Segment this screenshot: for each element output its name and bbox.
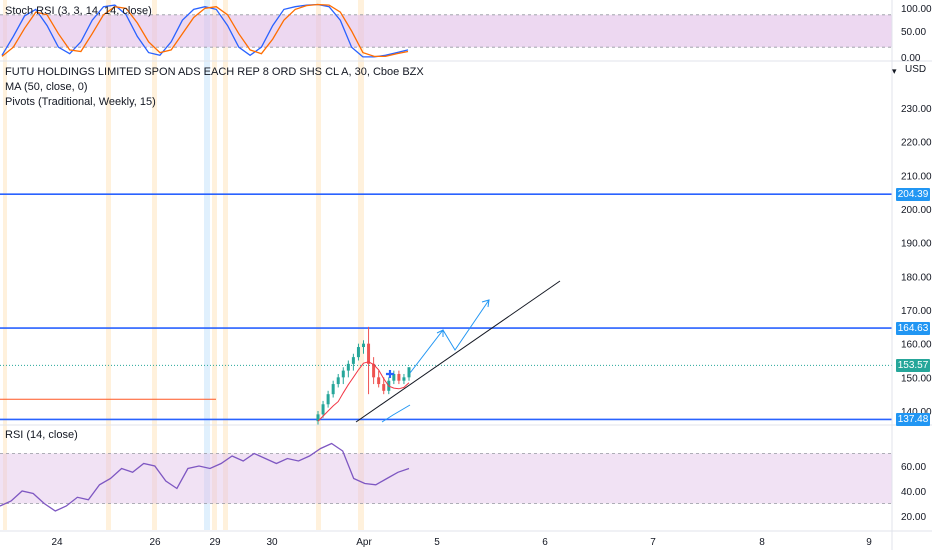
stoch-axis-tick: 50.00 — [901, 27, 926, 38]
rsi-legend[interactable]: RSI (14, close) — [5, 429, 78, 441]
rsi-axis-tick: 20.00 — [901, 512, 926, 523]
candle-body — [341, 370, 345, 378]
candle-body — [402, 377, 406, 381]
price-axis-tick: 230.00 — [901, 104, 932, 115]
price-axis-tick: 210.00 — [901, 171, 932, 182]
currency-label[interactable]: USD — [905, 64, 927, 75]
session-column — [106, 0, 111, 530]
candle-body — [362, 343, 365, 348]
time-axis-tick: 26 — [149, 537, 161, 548]
price-label-badge: 153.57 — [896, 358, 930, 372]
time-axis-tick: Apr — [356, 537, 372, 548]
session-column — [358, 0, 364, 530]
symbol-legend[interactable]: FUTU HOLDINGS LIMITED SPON ADS EACH REP … — [5, 66, 424, 78]
stoch-series-k-line — [1, 3, 409, 58]
time-axis-tick: 6 — [542, 537, 548, 548]
price-pane — [0, 193, 892, 425]
time-axis-tick: 5 — [434, 537, 440, 548]
price-axis-tick: 220.00 — [901, 138, 932, 149]
drawings[interactable]: ✚ — [355, 280, 561, 423]
stoch-legend[interactable]: Stoch RSI (3, 3, 14, 14, close) — [5, 5, 152, 17]
candle-body — [316, 414, 320, 422]
session-column — [223, 0, 228, 530]
price-label-badge: 204.39 — [896, 187, 930, 201]
crosshair-icon: ✚ — [385, 369, 394, 381]
candle-body — [392, 373, 396, 381]
moving-average-line — [317, 361, 410, 422]
candle-body — [321, 404, 325, 415]
rsi-line — [0, 442, 410, 512]
session-highlights — [3, 0, 364, 530]
candle-body — [382, 384, 386, 391]
projection-path — [409, 299, 490, 374]
candle-body — [367, 343, 371, 364]
price-axis-tick: 160.00 — [901, 340, 932, 351]
time-axis-tick: 30 — [266, 537, 278, 548]
session-column — [204, 0, 210, 530]
price-axis-tick: 140.00 — [901, 407, 932, 418]
rsi-axis-tick: 40.00 — [901, 487, 926, 498]
session-column — [316, 0, 321, 530]
candle-body — [326, 394, 330, 405]
price-label-badge: 137.48 — [896, 412, 930, 426]
price-axis-tick: 190.00 — [901, 239, 932, 250]
rsi-band — [0, 453, 892, 504]
price-axis-tick: 200.00 — [901, 205, 932, 216]
candle-body — [407, 367, 411, 378]
price-label-badge: 164.63 — [896, 321, 930, 335]
candle-body — [377, 377, 381, 385]
price-axis-tick: 180.00 — [901, 272, 932, 283]
ma-legend[interactable]: MA (50, close, 0) — [5, 81, 88, 93]
pivots-legend[interactable]: Pivots (Traditional, Weekly, 15) — [5, 96, 156, 108]
session-column — [3, 0, 7, 530]
trend-line — [355, 280, 561, 423]
price-axis-tick: 150.00 — [901, 373, 932, 384]
projection-arrowhead — [436, 329, 444, 337]
candle-body — [356, 347, 360, 358]
currency-menu-icon[interactable]: ▾ — [892, 66, 897, 76]
time-axis-tick: 9 — [866, 537, 872, 548]
session-column — [212, 0, 217, 530]
price-axis-tick: 170.00 — [901, 306, 932, 317]
stoch-axis-tick: 100.00 — [901, 4, 932, 15]
candle-body — [372, 363, 376, 378]
time-axis-tick: 29 — [209, 537, 221, 548]
session-column — [152, 0, 157, 530]
time-axis-tick: 7 — [650, 537, 656, 548]
candle-body — [351, 357, 355, 364]
stoch-series-d-line — [1, 3, 409, 58]
time-axis-tick: 8 — [759, 537, 765, 548]
candle-body — [397, 373, 401, 381]
lower-channel-line — [381, 404, 411, 423]
rsi-axis-tick: 60.00 — [901, 462, 926, 473]
stoch-rsi-pane — [0, 3, 892, 58]
candle-body — [346, 363, 350, 371]
rsi-pane — [0, 442, 892, 512]
candle-body — [331, 384, 335, 395]
stoch-axis-tick: 0.00 — [901, 53, 921, 64]
time-axis-tick: 24 — [51, 537, 63, 548]
candle-body — [336, 377, 340, 385]
projection-arrowhead — [481, 299, 490, 308]
